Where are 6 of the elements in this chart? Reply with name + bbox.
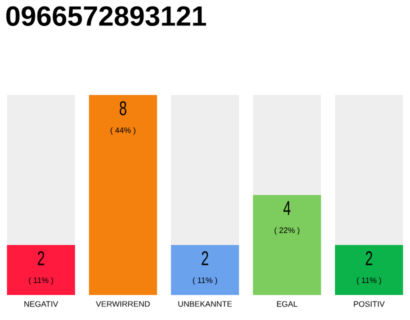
data-label: 4 [283, 201, 290, 215]
data-label: 2 [38, 251, 44, 266]
data-label: 8 [120, 101, 126, 116]
data-label: 2 [366, 251, 372, 266]
data-label: 2 [202, 251, 208, 266]
chart-title: 0966572893121 [6, 6, 206, 26]
